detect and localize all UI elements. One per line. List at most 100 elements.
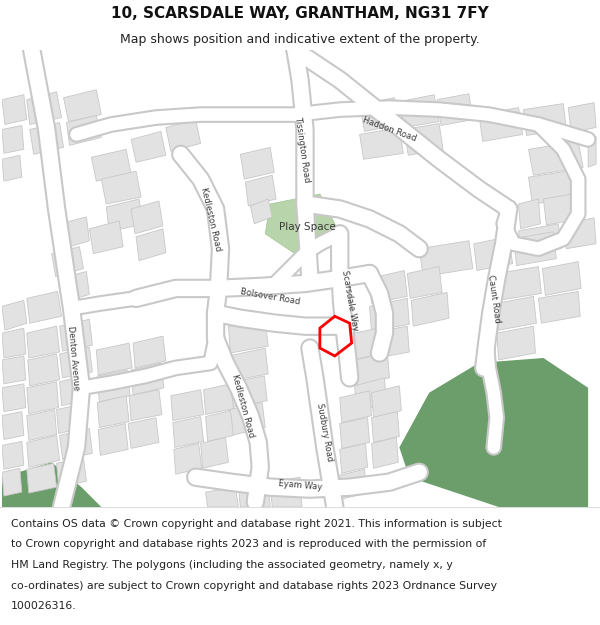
- Polygon shape: [538, 291, 580, 323]
- Polygon shape: [56, 458, 86, 487]
- Polygon shape: [404, 124, 443, 155]
- Polygon shape: [59, 319, 92, 351]
- Text: Play Space: Play Space: [278, 222, 335, 232]
- Polygon shape: [542, 262, 581, 296]
- Polygon shape: [136, 229, 166, 261]
- Polygon shape: [2, 95, 27, 124]
- Polygon shape: [131, 131, 166, 162]
- Polygon shape: [411, 292, 449, 326]
- Polygon shape: [524, 104, 566, 136]
- Polygon shape: [27, 291, 62, 323]
- Polygon shape: [131, 363, 164, 395]
- Polygon shape: [56, 404, 86, 434]
- Polygon shape: [30, 122, 64, 154]
- Polygon shape: [514, 232, 556, 266]
- Polygon shape: [474, 237, 512, 271]
- Polygon shape: [2, 441, 24, 469]
- Polygon shape: [497, 326, 535, 360]
- Polygon shape: [518, 224, 561, 256]
- Polygon shape: [27, 326, 59, 358]
- Polygon shape: [173, 417, 203, 447]
- Polygon shape: [370, 326, 409, 359]
- Polygon shape: [98, 424, 128, 456]
- Polygon shape: [27, 92, 62, 124]
- Polygon shape: [229, 320, 268, 353]
- Polygon shape: [2, 328, 26, 358]
- Polygon shape: [340, 443, 368, 473]
- Polygon shape: [59, 217, 89, 249]
- Polygon shape: [238, 482, 270, 507]
- Polygon shape: [91, 149, 131, 181]
- Polygon shape: [2, 468, 22, 496]
- Polygon shape: [340, 418, 370, 448]
- Text: Haddon Road: Haddon Road: [361, 116, 418, 143]
- Polygon shape: [359, 98, 400, 131]
- Text: Scarsdale Way: Scarsdale Way: [340, 269, 359, 331]
- Polygon shape: [568, 102, 596, 132]
- Polygon shape: [171, 390, 203, 421]
- Polygon shape: [128, 418, 159, 448]
- Polygon shape: [2, 412, 24, 439]
- Text: Caunt Road: Caunt Road: [486, 274, 502, 323]
- Polygon shape: [166, 119, 200, 151]
- Polygon shape: [340, 391, 371, 422]
- Polygon shape: [370, 298, 409, 331]
- Polygon shape: [59, 429, 92, 459]
- Text: Contains OS data © Crown copyright and database right 2021. This information is : Contains OS data © Crown copyright and d…: [11, 519, 502, 529]
- Polygon shape: [59, 375, 89, 406]
- Text: Kedleston Road: Kedleston Road: [199, 186, 223, 252]
- Polygon shape: [203, 384, 233, 414]
- Text: Denton Avenue: Denton Avenue: [66, 325, 81, 391]
- Polygon shape: [2, 155, 22, 181]
- Text: Kedleston Road: Kedleston Road: [230, 373, 255, 438]
- Polygon shape: [200, 438, 229, 468]
- Polygon shape: [106, 199, 143, 232]
- Polygon shape: [229, 348, 268, 381]
- Polygon shape: [588, 136, 596, 168]
- Polygon shape: [529, 141, 583, 175]
- Polygon shape: [59, 347, 92, 378]
- Text: Tissington Road: Tissington Road: [293, 116, 311, 183]
- Polygon shape: [497, 296, 536, 330]
- Text: Map shows position and indicative extent of the property.: Map shows position and indicative extent…: [120, 32, 480, 46]
- Polygon shape: [2, 384, 26, 412]
- Polygon shape: [563, 218, 596, 249]
- Polygon shape: [407, 267, 442, 298]
- Polygon shape: [28, 354, 59, 386]
- Polygon shape: [229, 376, 267, 408]
- Polygon shape: [479, 107, 523, 141]
- Text: Bolsover Road: Bolsover Road: [239, 287, 301, 306]
- Polygon shape: [89, 221, 123, 254]
- Polygon shape: [67, 116, 101, 146]
- Polygon shape: [129, 390, 162, 421]
- Polygon shape: [355, 378, 386, 412]
- Text: 100026316.: 100026316.: [11, 601, 76, 611]
- Text: to Crown copyright and database rights 2023 and is reproduced with the permissio: to Crown copyright and database rights 2…: [11, 539, 486, 549]
- Text: Eyam Way: Eyam Way: [278, 479, 322, 491]
- Polygon shape: [97, 396, 129, 428]
- Polygon shape: [27, 436, 59, 468]
- Polygon shape: [27, 409, 56, 441]
- Polygon shape: [265, 194, 340, 254]
- Polygon shape: [270, 478, 302, 507]
- Text: co-ordinates) are subject to Crown copyright and database rights 2023 Ordnance S: co-ordinates) are subject to Crown copyr…: [11, 581, 497, 591]
- Polygon shape: [437, 94, 473, 126]
- Polygon shape: [229, 402, 265, 436]
- Polygon shape: [419, 241, 473, 276]
- Polygon shape: [529, 169, 584, 204]
- Text: 10, SCARSDALE WAY, GRANTHAM, NG31 7FY: 10, SCARSDALE WAY, GRANTHAM, NG31 7FY: [111, 6, 489, 21]
- Polygon shape: [400, 358, 588, 507]
- Polygon shape: [2, 356, 26, 384]
- Text: HM Land Registry. The polygons (including the associated geometry, namely x, y: HM Land Registry. The polygons (includin…: [11, 560, 452, 570]
- Polygon shape: [206, 411, 233, 441]
- Polygon shape: [245, 175, 276, 206]
- Polygon shape: [400, 95, 439, 128]
- Polygon shape: [2, 126, 24, 153]
- Polygon shape: [497, 267, 541, 301]
- Polygon shape: [101, 171, 141, 204]
- Polygon shape: [64, 90, 101, 121]
- Polygon shape: [174, 443, 202, 474]
- Polygon shape: [131, 201, 163, 234]
- Polygon shape: [27, 382, 59, 414]
- Polygon shape: [206, 487, 238, 507]
